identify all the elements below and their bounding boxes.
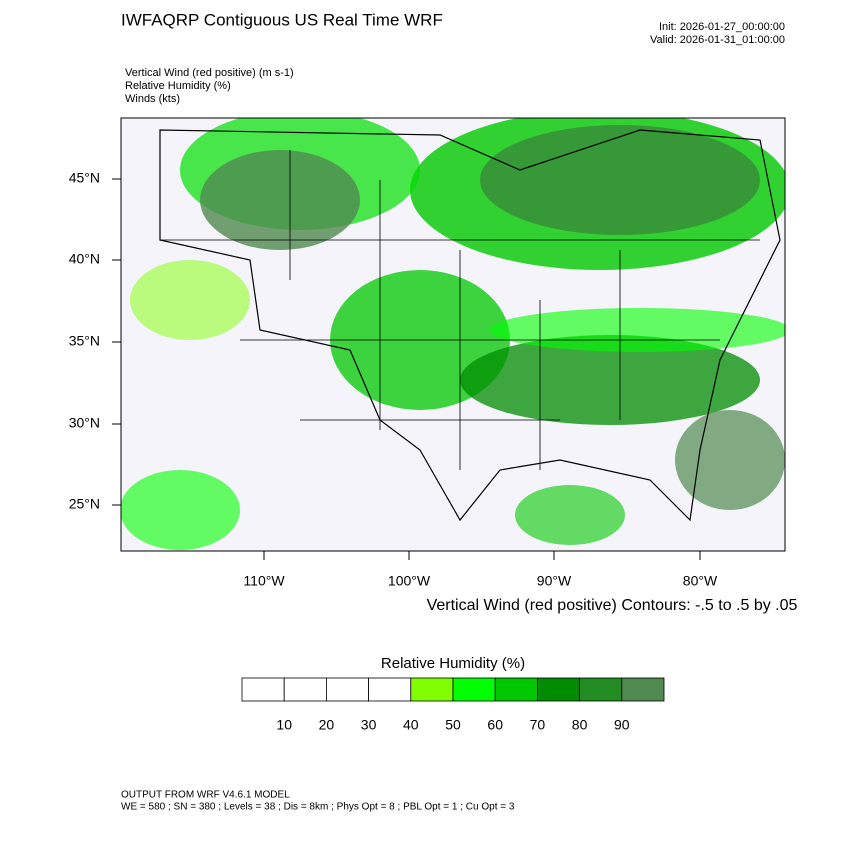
colorbar-tick-label: 80 xyxy=(572,717,588,733)
colorbar-tick-label: 70 xyxy=(530,717,546,733)
field-label: Vertical Wind (red positive) (m s-1) xyxy=(125,67,294,79)
field-label: Winds (kts) xyxy=(125,93,180,105)
footer-model: OUTPUT FROM WRF V4.6.1 MODEL xyxy=(121,790,290,801)
humidity-area xyxy=(480,125,760,235)
colorbar-tick-label: 90 xyxy=(614,717,630,733)
init-time: Init: 2026-01-27_00:00:00 xyxy=(659,21,785,33)
state-borders xyxy=(160,150,760,470)
lat-label: 30°N xyxy=(69,415,100,431)
title: IWFAQRP Contiguous US Real Time WRF xyxy=(121,10,443,29)
colorbar-tick-label: 60 xyxy=(487,717,503,733)
colorbar-box xyxy=(537,677,581,702)
colorbar-box xyxy=(452,677,496,702)
valid-time: Valid: 2026-01-31_01:00:00 xyxy=(650,34,785,46)
humidity-area xyxy=(515,485,625,545)
lat-label: 45°N xyxy=(69,170,100,186)
field-label: Relative Humidity (%) xyxy=(125,80,231,92)
lon-label: 90°W xyxy=(537,573,572,589)
colorbar-box xyxy=(368,677,412,702)
humidity-area xyxy=(675,410,785,510)
map-frame xyxy=(120,117,786,552)
lon-label: 80°W xyxy=(683,573,718,589)
colorbar-tick-label: 20 xyxy=(319,717,335,733)
humidity-area xyxy=(200,150,360,250)
colorbar-box xyxy=(325,677,369,702)
colorbar-box xyxy=(494,677,538,702)
colorbar-box xyxy=(241,677,285,702)
colorbar-title: Relative Humidity (%) xyxy=(381,655,525,672)
coastline xyxy=(159,129,781,522)
humidity-area xyxy=(460,335,760,425)
lon-label: 110°W xyxy=(243,573,285,589)
lat-label: 25°N xyxy=(69,496,100,512)
colorbar-tick-label: 50 xyxy=(445,717,461,733)
footer-settings: WE = 580 ; SN = 380 ; Levels = 38 ; Dis … xyxy=(121,802,515,813)
map-field xyxy=(121,118,785,551)
colorbar-tick-label: 40 xyxy=(403,717,419,733)
colorbar-tick-label: 30 xyxy=(361,717,377,733)
lat-label: 40°N xyxy=(69,251,100,267)
colorbar-box xyxy=(579,677,623,702)
colorbar-box xyxy=(410,677,454,702)
lon-label: 100°W xyxy=(388,573,431,589)
humidity-area xyxy=(130,260,250,340)
humidity-area xyxy=(490,308,785,352)
colorbar-tick-label: 10 xyxy=(276,717,292,733)
humidity-area xyxy=(121,470,240,550)
colorbar-box xyxy=(283,677,327,702)
lat-label: 35°N xyxy=(69,333,100,349)
colorbar-box xyxy=(621,677,665,702)
contour-note: Vertical Wind (red positive) Contours: -… xyxy=(427,597,798,614)
